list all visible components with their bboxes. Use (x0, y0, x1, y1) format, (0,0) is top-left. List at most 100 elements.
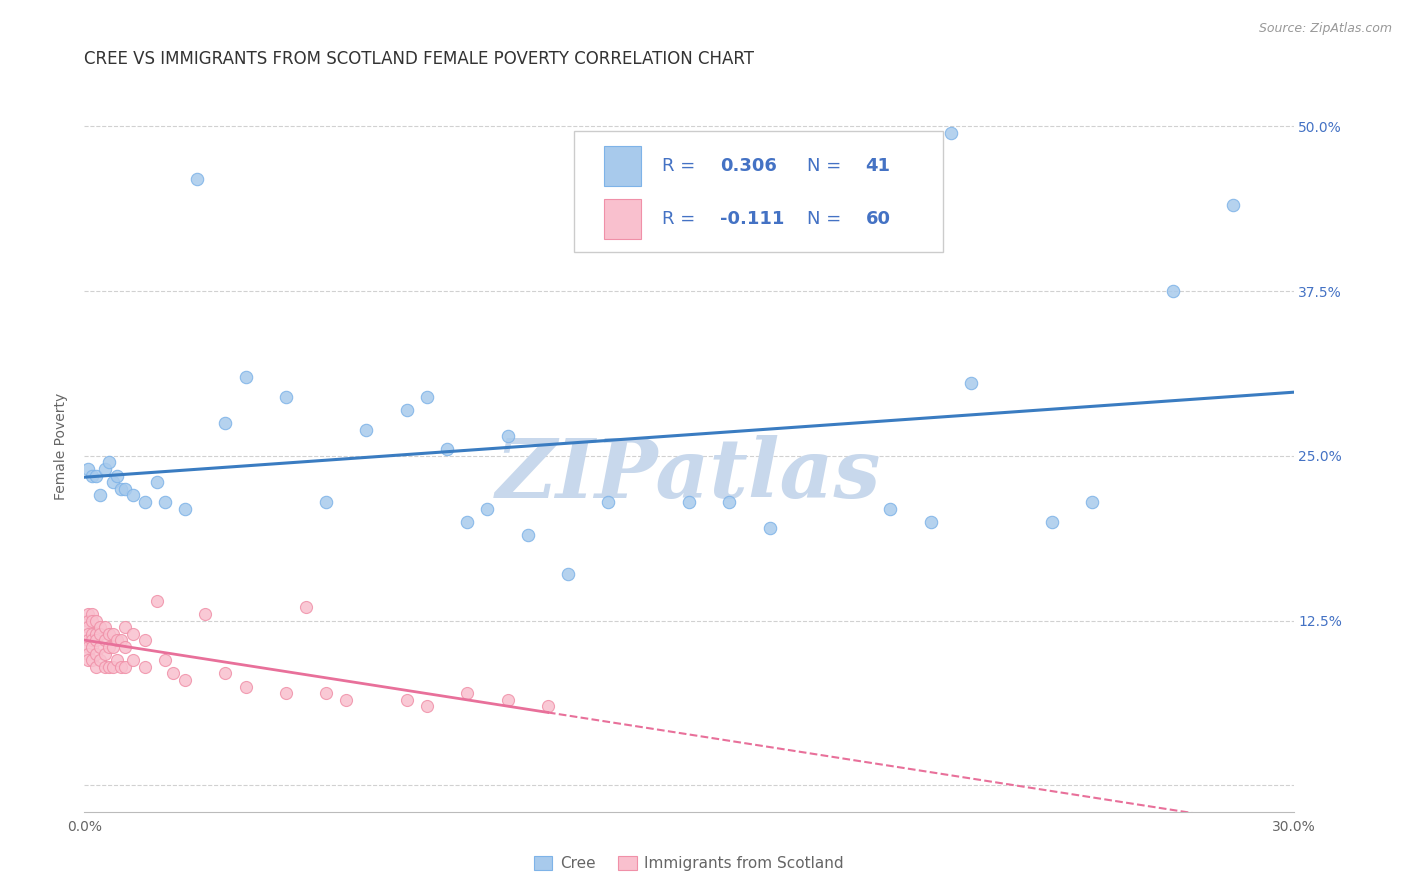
Point (82, 633, 104, 648)
Point (77, 607, 100, 621)
Point (939, 126, 962, 140)
Point (93, 462, 115, 476)
Point (214, 666, 236, 681)
FancyBboxPatch shape (605, 146, 641, 186)
Text: N =: N = (807, 157, 848, 175)
Point (315, 686, 337, 700)
Point (174, 673, 197, 687)
Point (114, 659, 136, 673)
FancyBboxPatch shape (605, 199, 641, 239)
Point (89, 620, 111, 634)
Point (315, 495, 337, 509)
Point (93, 620, 115, 634)
Point (86, 633, 108, 648)
Point (186, 172, 208, 186)
Point (121, 488, 143, 502)
Point (516, 528, 538, 542)
Point (82, 627, 104, 641)
Point (77, 633, 100, 648)
Point (153, 495, 176, 509)
Point (235, 369, 257, 384)
Point (496, 429, 519, 443)
Point (97, 640, 120, 654)
Point (105, 633, 128, 648)
Y-axis label: Female Poverty: Female Poverty (55, 392, 69, 500)
Point (162, 666, 184, 681)
Point (153, 653, 176, 667)
Point (86, 468, 108, 483)
Point (89, 488, 111, 502)
Point (174, 501, 197, 516)
FancyBboxPatch shape (574, 131, 943, 252)
Point (598, 495, 620, 509)
Point (77, 647, 100, 661)
Point (77, 627, 100, 641)
Point (214, 416, 236, 430)
Text: 41: 41 (866, 157, 890, 175)
Point (110, 633, 132, 648)
Point (77, 614, 100, 628)
Point (134, 495, 156, 509)
Point (134, 659, 156, 673)
Point (194, 607, 217, 621)
Point (97, 659, 120, 673)
Point (879, 501, 901, 516)
Point (97, 455, 120, 469)
Point (114, 482, 136, 496)
Point (436, 442, 458, 457)
Point (82, 468, 104, 483)
Point (718, 495, 741, 509)
Point (235, 680, 257, 694)
Text: N =: N = (807, 210, 848, 227)
Point (121, 627, 143, 641)
Point (456, 515, 478, 529)
Text: Source: ZipAtlas.com: Source: ZipAtlas.com (1258, 22, 1392, 36)
Point (114, 640, 136, 654)
Point (335, 692, 357, 706)
Point (101, 627, 124, 641)
Point (89, 653, 111, 667)
Point (86, 614, 108, 628)
Point (114, 620, 136, 634)
Point (86, 659, 108, 673)
Point (395, 692, 418, 706)
Point (678, 495, 700, 509)
Point (105, 653, 128, 667)
Point (93, 659, 115, 673)
Point (110, 659, 132, 673)
Point (86, 647, 108, 661)
Point (77, 653, 100, 667)
Point (146, 475, 169, 490)
Point (537, 699, 560, 714)
Point (1222, 198, 1244, 212)
Point (82, 614, 104, 628)
Point (557, 567, 579, 582)
Point (77, 620, 100, 634)
Point (146, 594, 169, 608)
Point (97, 627, 120, 641)
Point (395, 402, 418, 417)
Text: CREE VS IMMIGRANTS FROM SCOTLAND FEMALE POVERTY CORRELATION CHART: CREE VS IMMIGRANTS FROM SCOTLAND FEMALE … (84, 50, 755, 68)
Point (274, 686, 297, 700)
Point (93, 647, 115, 661)
Point (1081, 495, 1104, 509)
Point (274, 390, 297, 404)
Point (960, 376, 983, 391)
Point (1161, 284, 1184, 298)
Point (77, 640, 100, 654)
Text: -0.111: -0.111 (720, 210, 785, 227)
Point (89, 627, 111, 641)
Point (416, 390, 439, 404)
Text: R =: R = (662, 157, 702, 175)
Point (121, 653, 143, 667)
Text: 60: 60 (866, 210, 890, 227)
Point (82, 607, 104, 621)
Point (93, 633, 115, 648)
Text: R =: R = (662, 210, 702, 227)
Point (110, 482, 132, 496)
Point (86, 627, 108, 641)
Legend: Cree, Immigrants from Scotland: Cree, Immigrants from Scotland (527, 850, 851, 877)
Point (82, 640, 104, 654)
Point (105, 468, 128, 483)
Point (134, 633, 156, 648)
